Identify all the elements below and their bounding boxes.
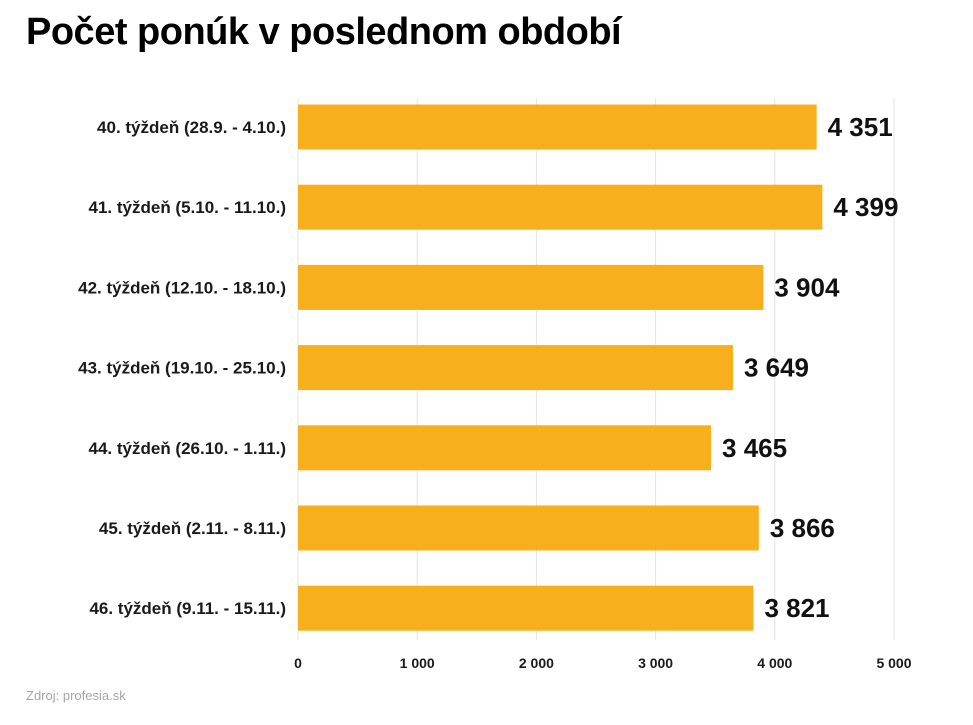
category-label: 43. týždeň (19.10. - 25.10.) bbox=[78, 359, 286, 378]
value-label: 3 649 bbox=[744, 353, 809, 383]
value-label: 3 866 bbox=[770, 513, 835, 543]
x-tick-label: 4 000 bbox=[757, 655, 792, 671]
bar bbox=[298, 505, 759, 551]
x-tick-label: 5 000 bbox=[876, 655, 911, 671]
value-label: 3 465 bbox=[722, 433, 787, 463]
x-tick-label: 0 bbox=[294, 655, 302, 671]
source-note: Zdroj: profesia.sk bbox=[26, 688, 126, 703]
category-labels: 40. týždeň (28.9. - 4.10.) 41. týždeň (5.… bbox=[78, 118, 286, 618]
x-tick-label: 3 000 bbox=[638, 655, 673, 671]
x-tick-label: 1 000 bbox=[400, 655, 435, 671]
x-tick-label: 2 000 bbox=[519, 655, 554, 671]
category-label: 45. týždeň (2.11. - 8.11.) bbox=[99, 519, 286, 538]
bar bbox=[298, 425, 712, 471]
category-label: 41. týždeň (5.10. - 11.10.) bbox=[89, 198, 286, 217]
bar bbox=[298, 104, 817, 150]
category-label: 46. týždeň (9.11. - 15.11.) bbox=[89, 599, 286, 618]
value-labels: 4 351 4 399 3 904 3 649 3 465 3 866 3 821 bbox=[722, 112, 898, 623]
bar bbox=[298, 264, 764, 310]
bars bbox=[298, 104, 823, 631]
bar bbox=[298, 184, 823, 230]
bar bbox=[298, 345, 733, 391]
category-label: 42. týždeň (12.10. - 18.10.) bbox=[78, 278, 286, 297]
value-label: 4 399 bbox=[833, 192, 898, 222]
x-axis-ticks: 0 1 000 2 000 3 000 4 000 5 000 bbox=[294, 655, 912, 671]
value-label: 3 904 bbox=[774, 272, 840, 302]
category-label: 44. týždeň (26.10. - 1.11.) bbox=[89, 439, 286, 458]
chart-title: Počet ponúk v poslednom období bbox=[26, 11, 622, 53]
bar bbox=[298, 585, 754, 631]
value-label: 3 821 bbox=[764, 593, 829, 623]
category-label: 40. týždeň (28.9. - 4.10.) bbox=[97, 118, 286, 137]
value-label: 4 351 bbox=[828, 112, 893, 142]
